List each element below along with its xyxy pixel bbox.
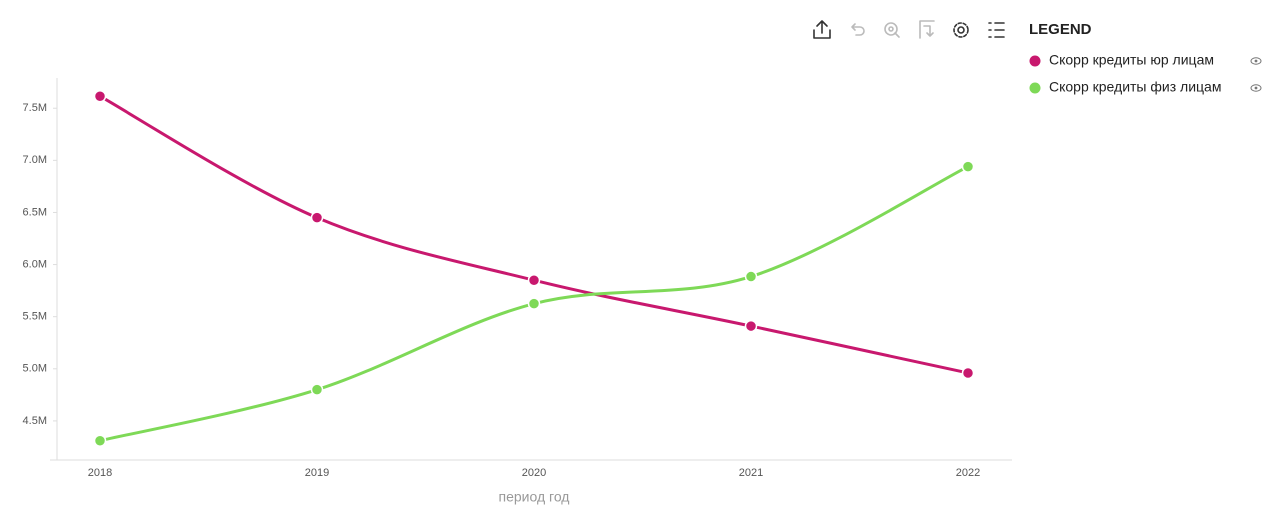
legend-marker[interactable]: [1029, 82, 1041, 94]
legend-label[interactable]: Скорр кредиты физ лицам: [1049, 79, 1221, 95]
data-point: [310, 211, 324, 224]
y-tick-label: 6.0M: [23, 258, 47, 270]
y-tick-label: 5.0M: [23, 363, 47, 375]
x-tick-label: 2022: [956, 467, 980, 479]
legend-label[interactable]: Скорр кредиты юр лицам: [1049, 52, 1214, 68]
visibility-toggle[interactable]: [1250, 57, 1262, 65]
data-point: [744, 270, 758, 283]
x-tick-label: 2020: [522, 467, 546, 479]
y-tick-label: 4.5M: [23, 415, 47, 427]
toolbar: [813, 20, 1005, 39]
y-tick-label: 5.5M: [23, 311, 47, 323]
series-line: [99, 94, 969, 375]
data-point: [93, 434, 107, 447]
x-axis-title: период год: [499, 489, 570, 505]
data-point: [310, 383, 324, 396]
y-tick-label: 7.5M: [23, 102, 47, 114]
undo-button[interactable]: [851, 23, 865, 36]
data-point: [93, 89, 107, 103]
data-point: [961, 366, 975, 380]
settings-button[interactable]: [953, 22, 969, 38]
data-point: [744, 319, 758, 333]
data-point: [961, 160, 975, 173]
export-button[interactable]: [813, 20, 831, 39]
brush-button[interactable]: [919, 20, 935, 39]
x-tick-label: 2019: [305, 467, 329, 479]
legend-title: LEGEND: [1029, 21, 1092, 38]
y-tick-label: 6.5M: [23, 206, 47, 218]
visibility-toggle[interactable]: [1250, 84, 1262, 92]
data-point: [527, 297, 541, 310]
zoom-button[interactable]: [884, 22, 900, 38]
y-tick-label: 7.0M: [23, 154, 47, 166]
legend-marker[interactable]: [1029, 55, 1041, 67]
data-point: [527, 273, 541, 287]
legend-toggle-button[interactable]: [988, 22, 1005, 38]
x-tick-label: 2021: [739, 467, 763, 479]
x-tick-label: 2018: [88, 467, 112, 479]
